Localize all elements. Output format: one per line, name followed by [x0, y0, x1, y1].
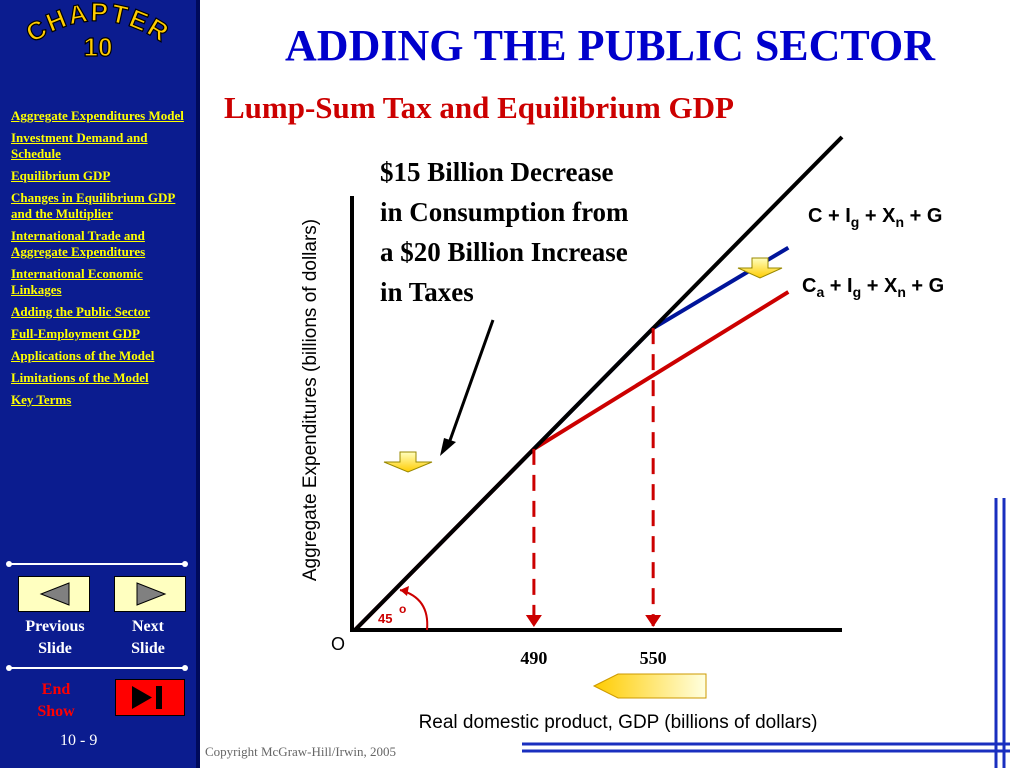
curve-label-aggregate: C + Ig + Xn + G — [808, 205, 942, 230]
annotation-line: in Taxes — [380, 272, 710, 312]
annotation-line: in Consumption from — [380, 192, 710, 232]
angle-unit: o — [399, 602, 406, 616]
y-axis-label: Aggregate Expenditures (billions of doll… — [300, 219, 321, 581]
annotation-pointer-head — [440, 438, 456, 456]
copyright: Copyright McGraw-Hill/Irwin, 2005 — [205, 744, 396, 760]
gdp-decrease-arrow — [594, 674, 706, 698]
x-tick-label: 550 — [640, 648, 667, 668]
annotation-line: a $20 Billion Increase — [380, 232, 710, 272]
equilibrium-arrowhead — [645, 615, 661, 627]
angle-arrowhead — [400, 586, 409, 596]
angle-label: 45 — [378, 611, 392, 626]
origin-label: O — [331, 634, 345, 654]
annotation-line: $15 Billion Decrease — [380, 152, 710, 192]
equilibrium-dashes — [526, 328, 661, 627]
after-tax-expenditure-line — [355, 292, 788, 630]
curve-label-after-tax: Ca + Ig + Xn + G — [802, 275, 944, 300]
equilibrium-arrowhead — [526, 615, 542, 627]
left-shift-arrow — [384, 452, 432, 472]
annotation: $15 Billion Decrease in Consumption from… — [380, 152, 710, 312]
annotation-pointer — [448, 320, 493, 446]
x-tick-label: 490 — [520, 648, 547, 668]
x-axis-label: Real domestic product, GDP (billions of … — [419, 712, 818, 733]
